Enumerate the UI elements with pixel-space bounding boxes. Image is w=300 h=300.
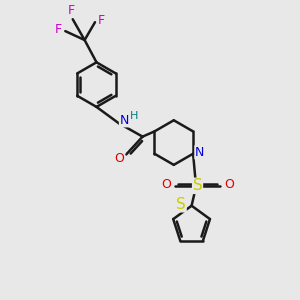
Text: O: O [224,178,234,191]
Text: N: N [119,114,129,127]
Text: H: H [130,111,138,121]
Text: F: F [68,4,75,17]
Text: S: S [193,178,202,193]
Text: F: F [54,23,61,36]
Text: O: O [115,152,124,165]
Text: S: S [176,197,186,212]
Text: N: N [195,146,204,159]
Text: O: O [161,178,171,191]
Text: F: F [98,14,104,27]
